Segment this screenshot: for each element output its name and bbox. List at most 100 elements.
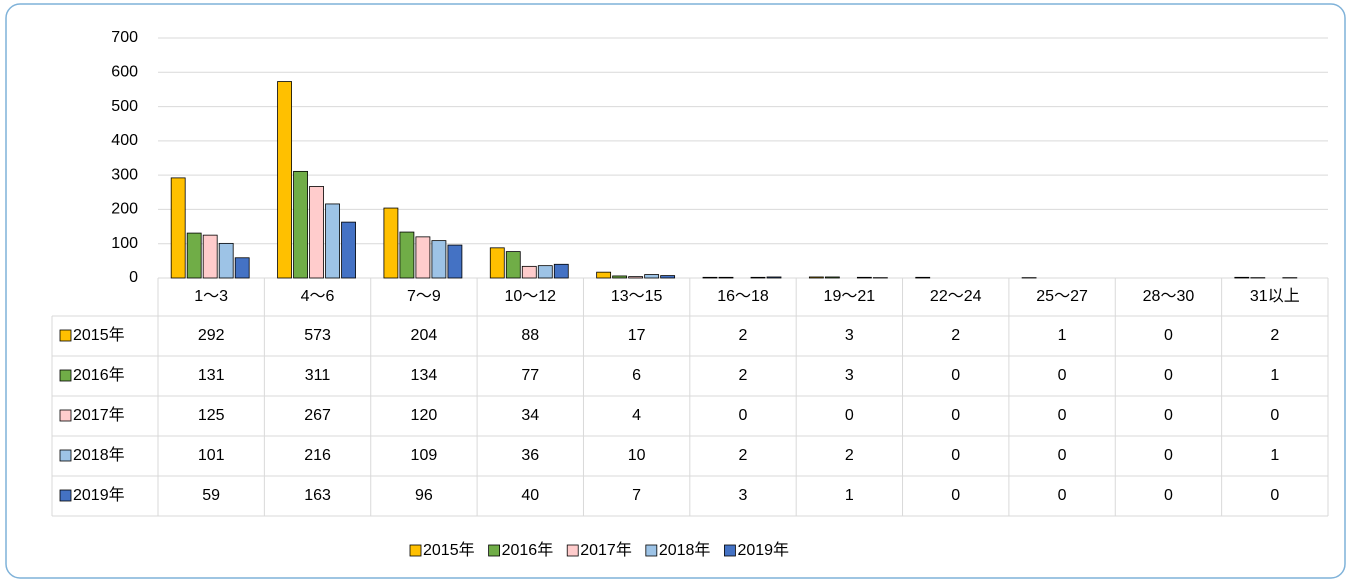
bar [856, 276, 872, 279]
legend-key [409, 544, 422, 557]
bar [553, 263, 569, 279]
table-value: 0 [1164, 407, 1173, 424]
bar [234, 257, 250, 279]
bar [718, 276, 734, 279]
table-value: 36 [521, 447, 539, 464]
legend-label: 2019年 [737, 541, 789, 559]
table-value: 96 [415, 487, 433, 504]
legend-key [566, 544, 579, 557]
bar [612, 275, 628, 279]
table-value: 267 [304, 407, 331, 424]
table-value: 204 [411, 327, 438, 344]
bar [431, 240, 447, 279]
table-value: 59 [202, 487, 220, 504]
bar [399, 231, 415, 279]
bar [702, 276, 718, 279]
table-value: 10 [628, 447, 646, 464]
x-tick-label: 7～9 [407, 288, 441, 305]
bar [1234, 276, 1250, 279]
legend-key [59, 449, 72, 462]
legend-key [724, 544, 736, 557]
table-value: 0 [951, 487, 960, 504]
table-row-label: 2018年 [73, 446, 125, 464]
table-row-label: 2016年 [73, 366, 125, 384]
legend-key [59, 329, 72, 342]
table-value: 2 [1270, 327, 1279, 344]
table-value: 2 [739, 447, 748, 464]
table-value: 3 [739, 487, 748, 504]
bar [766, 276, 782, 279]
table-row-label: 2017年 [73, 406, 125, 424]
table-value: 125 [198, 407, 225, 424]
table-value: 0 [951, 447, 960, 464]
legend-label: 2015年 [423, 541, 475, 559]
x-tick-label: 1～3 [194, 288, 228, 305]
table-value: 7 [632, 487, 641, 504]
table-value: 3 [845, 367, 854, 384]
bar [218, 242, 234, 279]
x-tick-label: 31以上 [1250, 287, 1300, 305]
y-tick-label: 100 [111, 235, 138, 252]
table-value: 6 [632, 367, 641, 384]
table-value: 40 [521, 487, 539, 504]
table-value: 2 [739, 367, 748, 384]
table-value: 120 [411, 407, 438, 424]
table-value: 1 [1058, 327, 1067, 344]
bar [537, 265, 553, 279]
bar [808, 276, 824, 279]
table-value: 0 [1058, 447, 1067, 464]
x-tick-label: 28～30 [1143, 288, 1195, 305]
table-value: 0 [1058, 407, 1067, 424]
bar [644, 274, 660, 279]
table-value: 311 [305, 367, 331, 384]
bar [186, 232, 202, 279]
bar [447, 244, 463, 279]
table-value: 0 [1164, 487, 1173, 504]
chart-frame [5, 3, 1346, 579]
bar [170, 177, 186, 279]
y-tick-label: 300 [111, 166, 138, 183]
y-tick-label: 200 [111, 201, 138, 218]
table-value: 0 [1058, 487, 1067, 504]
bar [277, 81, 292, 279]
bar [505, 251, 521, 279]
table-value: 0 [951, 367, 960, 384]
bar [628, 276, 644, 279]
legend-key [59, 489, 72, 502]
x-tick-label: 16～18 [717, 288, 769, 305]
bar [824, 276, 840, 279]
table-value: 0 [739, 407, 748, 424]
bar [415, 236, 431, 279]
legend-key [59, 369, 72, 382]
table-value: 0 [1164, 327, 1173, 344]
table-value: 77 [521, 367, 539, 384]
table-value: 0 [951, 407, 960, 424]
table-value: 0 [1270, 407, 1279, 424]
bar [660, 275, 676, 279]
table-value: 0 [1164, 367, 1173, 384]
table-value: 1 [845, 487, 854, 504]
legend-key [488, 544, 501, 557]
table-value: 1 [1270, 367, 1279, 384]
table-value: 131 [198, 367, 225, 384]
y-tick-label: 0 [129, 269, 138, 286]
table-value: 3 [845, 327, 854, 344]
table-value: 0 [1164, 447, 1173, 464]
table-value: 2 [845, 447, 854, 464]
y-tick-label: 400 [111, 132, 138, 149]
table-value: 292 [198, 327, 225, 344]
legend-key [59, 409, 72, 422]
bar [521, 265, 537, 279]
table-value: 17 [628, 327, 646, 344]
bar [325, 203, 340, 279]
x-tick-label: 19～21 [824, 288, 876, 305]
table-row-label: 2015年 [73, 326, 125, 344]
table-row-label: 2019年 [73, 486, 125, 504]
bar [915, 276, 931, 279]
x-tick-label: 22～24 [930, 288, 982, 305]
bar [596, 271, 612, 279]
y-tick-label: 600 [111, 64, 138, 81]
table-value: 34 [521, 407, 539, 424]
table-value: 88 [521, 327, 539, 344]
